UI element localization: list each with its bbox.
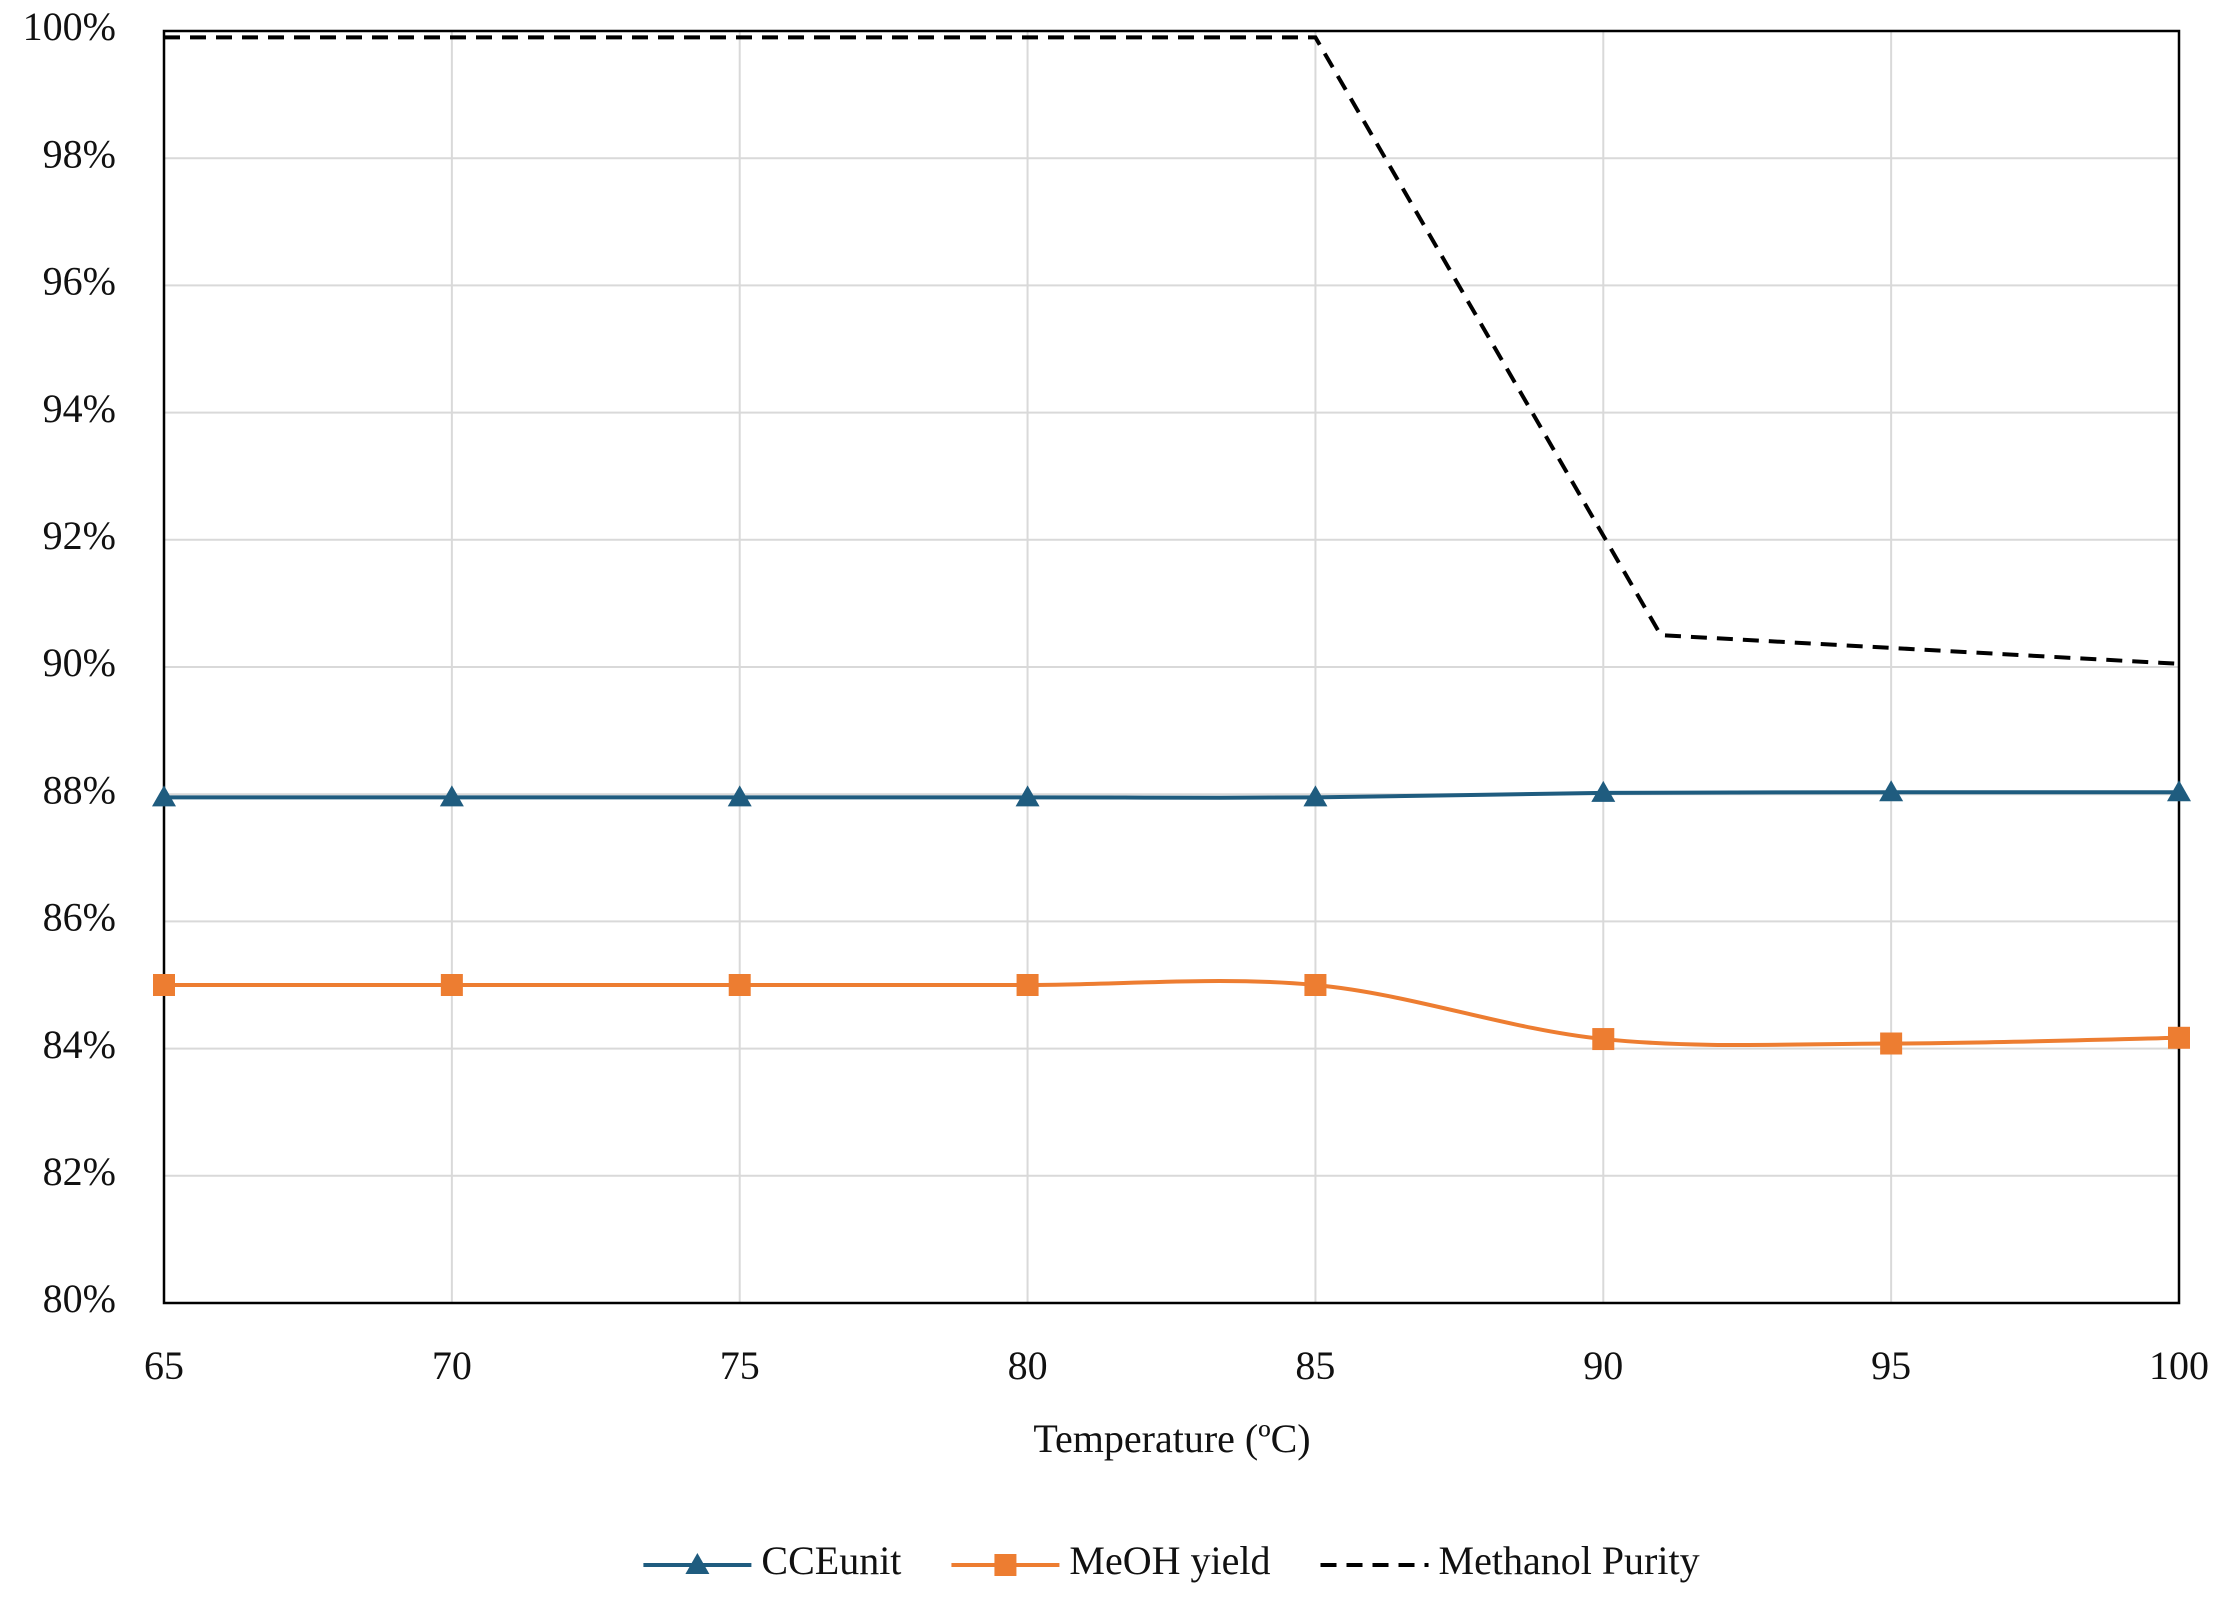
legend-label: MeOH yield	[1069, 1538, 1270, 1583]
y-tick-label: 84%	[43, 1022, 116, 1067]
marker	[1879, 780, 1904, 802]
y-tick-label: 82%	[43, 1149, 116, 1194]
x-axis-title: Temperature (ºC)	[1033, 1416, 1310, 1461]
plot-border	[162, 29, 2181, 1305]
marker	[153, 974, 175, 996]
y-tick-label: 98%	[43, 131, 116, 176]
marker	[994, 1554, 1017, 1576]
marker	[1880, 1032, 1903, 1055]
legend-label: CCEunit	[761, 1538, 901, 1583]
x-tick-label: 80	[1008, 1343, 1048, 1388]
marker	[2167, 780, 2191, 802]
legend-label: Methanol Purity	[1439, 1538, 1700, 1583]
y-tick-label: 80%	[43, 1276, 116, 1321]
series-line	[164, 979, 2180, 1048]
y-tick-label: 96%	[43, 259, 116, 304]
marker	[439, 785, 464, 807]
marker	[728, 974, 751, 996]
legend-item: MeOH yield	[951, 1538, 1271, 1583]
y-tick-label: 88%	[43, 767, 116, 812]
marker	[1015, 785, 1040, 807]
marker	[727, 785, 752, 807]
legend-item: Methanol Purity	[1320, 1538, 1700, 1583]
y-tick-label: 100%	[23, 4, 116, 49]
marker	[1304, 974, 1327, 996]
series-line	[164, 790, 2180, 800]
legend-item: CCEunit	[643, 1538, 901, 1583]
series-line	[164, 35, 2180, 666]
marker	[152, 785, 176, 807]
x-tick-label: 75	[720, 1343, 760, 1388]
y-tick-label: 86%	[43, 895, 116, 940]
x-tick-label: 65	[144, 1343, 184, 1388]
y-tick-label: 92%	[43, 513, 116, 558]
x-tick-label: 90	[1583, 1343, 1623, 1388]
marker	[685, 1553, 710, 1574]
marker	[440, 974, 463, 996]
x-tick-label: 95	[1871, 1343, 1911, 1388]
x-tick-label: 70	[432, 1343, 472, 1388]
y-tick-label: 94%	[43, 386, 116, 431]
marker	[1303, 785, 1328, 807]
marker	[1592, 1028, 1615, 1051]
x-tick-label: 100	[2149, 1343, 2209, 1388]
marker	[1591, 780, 1616, 802]
y-tick-label: 90%	[43, 640, 116, 685]
marker	[2168, 1026, 2190, 1049]
marker	[1016, 974, 1039, 996]
x-tick-label: 85	[1295, 1343, 1335, 1388]
